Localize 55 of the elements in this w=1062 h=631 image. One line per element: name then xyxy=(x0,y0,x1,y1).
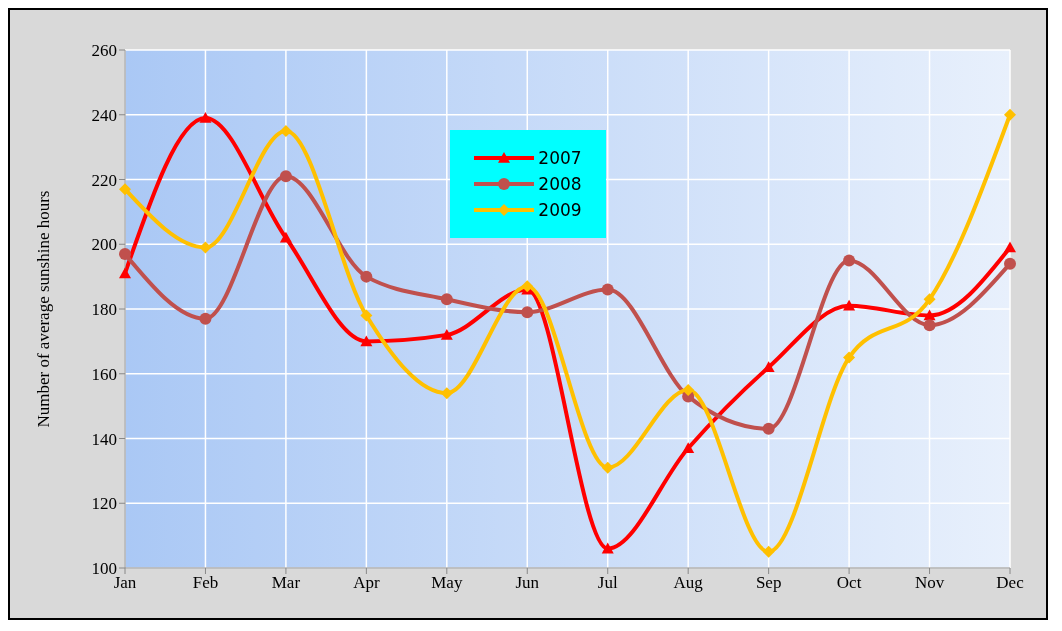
x-tick-label: Sep xyxy=(755,573,782,593)
point xyxy=(279,170,292,183)
point xyxy=(1004,108,1016,121)
point xyxy=(119,183,131,196)
point xyxy=(521,306,534,319)
point xyxy=(360,270,373,283)
y-tick-label: 180 xyxy=(91,300,117,320)
point xyxy=(762,422,775,435)
point xyxy=(923,319,936,332)
point xyxy=(1004,241,1016,253)
y-axis-title: Number of average sunshine hours xyxy=(34,190,54,428)
y-tick-label: 260 xyxy=(91,41,117,61)
x-tick-label: Oct xyxy=(836,573,862,593)
point xyxy=(279,231,292,243)
y-tick-label: 120 xyxy=(91,494,117,514)
point xyxy=(923,293,936,306)
point xyxy=(199,312,212,325)
y-tick-label: 160 xyxy=(91,364,117,384)
legend-label: 2007 xyxy=(538,148,582,168)
point xyxy=(843,299,856,311)
point xyxy=(682,442,695,454)
y-tick-label: 220 xyxy=(91,170,117,190)
y-tick-label: 200 xyxy=(91,235,117,255)
x-tick-label: Jul xyxy=(597,573,618,593)
x-tick-label: May xyxy=(431,573,463,593)
legend-label: 2008 xyxy=(538,174,582,194)
point xyxy=(1004,257,1016,270)
x-tick-label: Mar xyxy=(271,573,301,593)
point xyxy=(119,267,131,279)
point xyxy=(360,309,373,322)
x-tick-label: Feb xyxy=(192,573,219,593)
x-tick-label: Jun xyxy=(515,573,540,593)
point xyxy=(199,241,212,254)
y-tick-label: 240 xyxy=(91,105,117,125)
y-tick-label: 140 xyxy=(91,429,117,449)
point xyxy=(762,545,775,558)
point xyxy=(440,328,453,340)
point xyxy=(601,542,614,554)
point xyxy=(360,335,373,347)
x-tick-label: Aug xyxy=(673,573,704,593)
point xyxy=(440,293,453,306)
legend-label: 2009 xyxy=(538,200,582,220)
x-tick-label: Nov xyxy=(914,573,945,593)
point xyxy=(119,247,131,260)
point xyxy=(601,461,614,474)
point xyxy=(923,309,936,321)
point xyxy=(682,383,695,396)
point xyxy=(843,351,856,364)
point xyxy=(440,387,453,400)
point xyxy=(279,124,292,137)
point xyxy=(199,111,212,123)
point xyxy=(843,254,856,267)
x-tick-label: Dec xyxy=(996,573,1025,593)
x-tick-label: Apr xyxy=(353,573,380,593)
point xyxy=(601,283,614,296)
